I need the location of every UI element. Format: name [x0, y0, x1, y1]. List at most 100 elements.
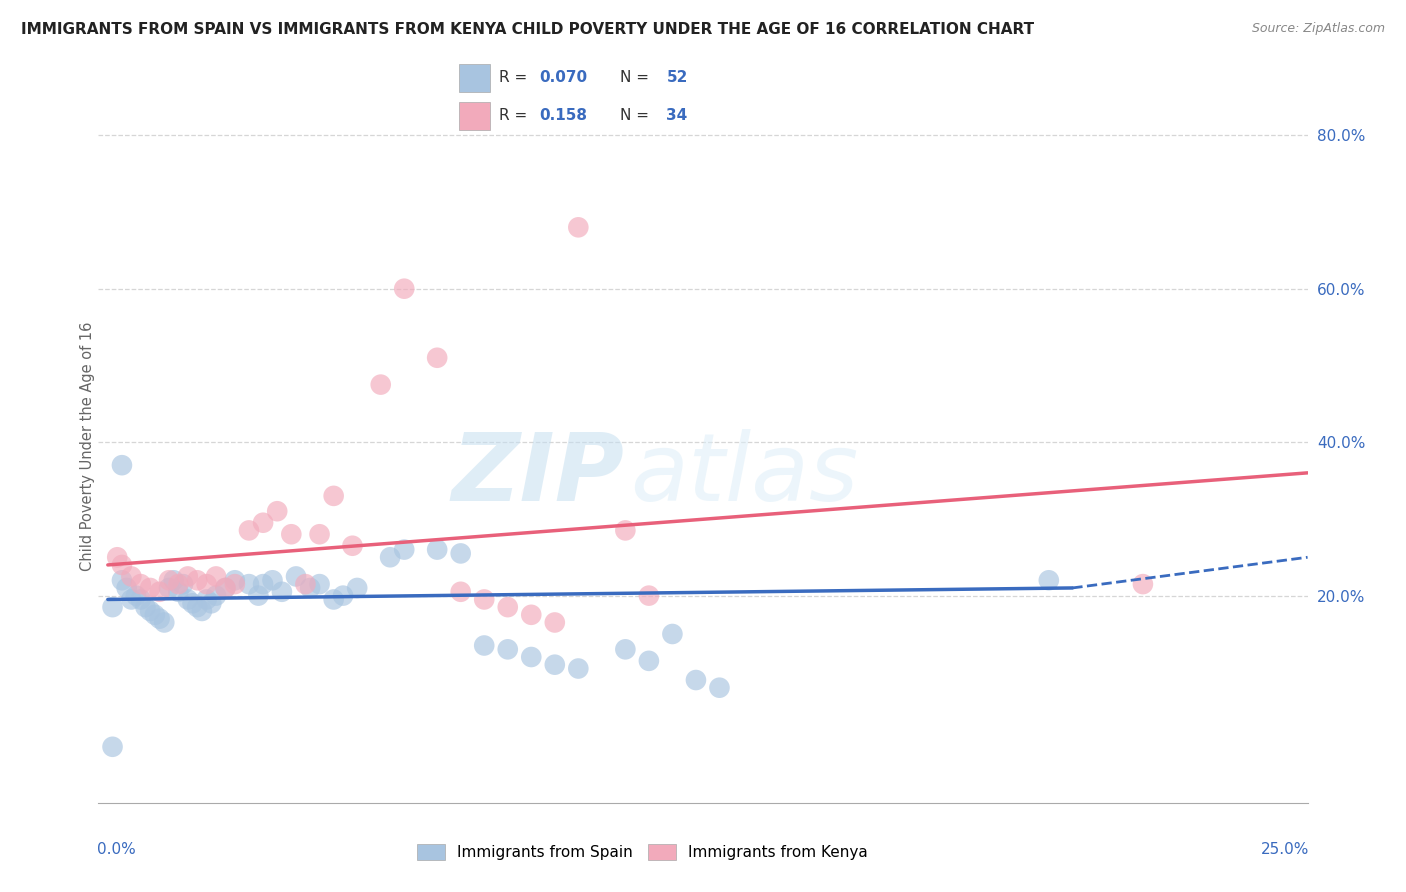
- Text: 34: 34: [666, 108, 688, 123]
- Point: [614, 524, 637, 538]
- Point: [105, 550, 128, 565]
- Point: [426, 542, 449, 557]
- Point: [567, 220, 589, 235]
- Point: [238, 524, 260, 538]
- Point: [450, 546, 472, 560]
- Text: 25.0%: 25.0%: [1260, 842, 1309, 857]
- Point: [271, 584, 294, 599]
- Point: [472, 592, 495, 607]
- Y-axis label: Child Poverty Under the Age of 16: Child Poverty Under the Age of 16: [80, 321, 94, 571]
- Text: 0.0%: 0.0%: [97, 842, 136, 857]
- Point: [181, 596, 204, 610]
- Point: [163, 574, 186, 588]
- Point: [238, 577, 260, 591]
- Point: [149, 612, 172, 626]
- Text: 52: 52: [666, 70, 688, 85]
- Point: [661, 627, 683, 641]
- Point: [129, 592, 152, 607]
- Point: [638, 589, 661, 603]
- Point: [342, 539, 364, 553]
- Point: [101, 600, 124, 615]
- Point: [177, 569, 200, 583]
- Point: [252, 577, 274, 591]
- Text: IMMIGRANTS FROM SPAIN VS IMMIGRANTS FROM KENYA CHILD POVERTY UNDER THE AGE OF 16: IMMIGRANTS FROM SPAIN VS IMMIGRANTS FROM…: [21, 22, 1035, 37]
- Point: [139, 581, 162, 595]
- Point: [378, 550, 401, 565]
- Point: [101, 739, 124, 754]
- Text: R =: R =: [499, 70, 533, 85]
- Point: [638, 654, 661, 668]
- Point: [120, 592, 142, 607]
- Text: R =: R =: [499, 108, 533, 123]
- Point: [426, 351, 449, 365]
- Point: [247, 589, 270, 603]
- Point: [709, 681, 731, 695]
- Point: [120, 569, 142, 583]
- Point: [544, 615, 567, 630]
- Point: [1038, 574, 1060, 588]
- Point: [685, 673, 707, 687]
- Point: [224, 577, 246, 591]
- FancyBboxPatch shape: [460, 63, 491, 92]
- Point: [322, 592, 344, 607]
- Point: [195, 592, 218, 607]
- Text: 0.158: 0.158: [540, 108, 588, 123]
- Point: [191, 604, 214, 618]
- Point: [134, 600, 156, 615]
- Point: [195, 577, 218, 591]
- Point: [111, 574, 134, 588]
- Point: [496, 600, 519, 615]
- Point: [614, 642, 637, 657]
- Point: [567, 661, 589, 675]
- Point: [496, 642, 519, 657]
- Point: [177, 592, 200, 607]
- Point: [115, 581, 138, 595]
- Point: [139, 604, 162, 618]
- Point: [214, 581, 236, 595]
- Point: [285, 569, 308, 583]
- Point: [111, 458, 134, 473]
- Point: [394, 282, 416, 296]
- Point: [346, 581, 368, 595]
- Point: [143, 607, 166, 622]
- Point: [111, 558, 134, 572]
- Point: [129, 577, 152, 591]
- Point: [370, 377, 392, 392]
- Point: [544, 657, 567, 672]
- Text: ZIP: ZIP: [451, 428, 624, 521]
- Legend: Immigrants from Spain, Immigrants from Kenya: Immigrants from Spain, Immigrants from K…: [412, 838, 873, 866]
- Text: 0.070: 0.070: [540, 70, 588, 85]
- Point: [167, 577, 190, 591]
- Point: [157, 574, 180, 588]
- Point: [252, 516, 274, 530]
- Point: [262, 574, 284, 588]
- Point: [149, 584, 172, 599]
- Point: [205, 569, 228, 583]
- Point: [153, 615, 176, 630]
- Point: [1132, 577, 1154, 591]
- Point: [172, 577, 194, 591]
- Point: [205, 589, 228, 603]
- Point: [308, 527, 330, 541]
- Point: [167, 584, 190, 599]
- FancyBboxPatch shape: [460, 102, 491, 130]
- Point: [266, 504, 288, 518]
- Point: [472, 639, 495, 653]
- Point: [280, 527, 302, 541]
- Point: [394, 542, 416, 557]
- Point: [186, 574, 208, 588]
- Text: N =: N =: [620, 108, 654, 123]
- Point: [308, 577, 330, 591]
- Text: Source: ZipAtlas.com: Source: ZipAtlas.com: [1251, 22, 1385, 36]
- Point: [200, 596, 222, 610]
- Text: atlas: atlas: [630, 429, 859, 520]
- Point: [520, 650, 543, 665]
- Point: [294, 577, 316, 591]
- Point: [224, 574, 246, 588]
- Point: [214, 581, 236, 595]
- Point: [186, 600, 208, 615]
- Point: [125, 589, 148, 603]
- Point: [520, 607, 543, 622]
- Point: [332, 589, 354, 603]
- Point: [322, 489, 344, 503]
